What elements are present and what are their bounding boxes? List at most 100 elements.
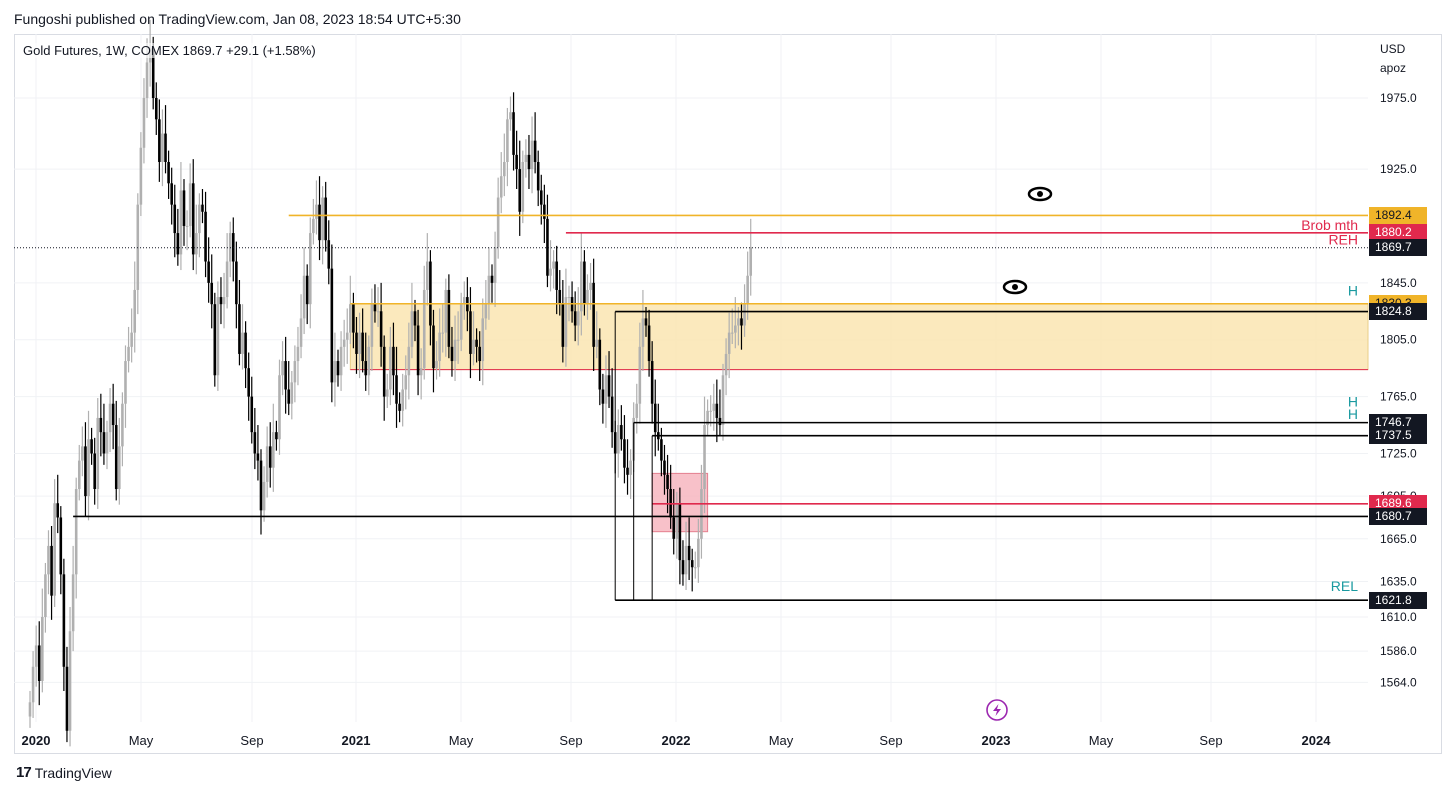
candle-body <box>84 446 87 497</box>
annotation-label: H <box>1348 282 1358 298</box>
candle-body <box>690 560 694 568</box>
candle-body <box>487 275 491 305</box>
tradingview-brand[interactable]: 17 TradingView <box>16 764 112 781</box>
candle-body <box>681 560 685 575</box>
candle-body <box>635 403 639 418</box>
candle-body <box>734 325 737 333</box>
candle-body <box>549 268 552 276</box>
candle-body <box>530 140 534 170</box>
y-tick-label: 1635.0 <box>1380 574 1417 588</box>
candle-body <box>586 289 589 305</box>
candle-body <box>352 304 355 333</box>
candle-body <box>666 474 669 490</box>
candle-body <box>749 247 753 276</box>
levels <box>14 214 1368 602</box>
candle-body <box>490 275 494 283</box>
tradingview-logo-icon: 17 <box>16 764 32 781</box>
eye-icon[interactable] <box>1002 279 1028 295</box>
zones <box>349 303 1369 533</box>
x-axis: 2020 May Sep 2021 May Sep 2022 May Sep 2023 May Sep… <box>22 733 1332 748</box>
candle-body <box>195 233 198 255</box>
candle-body <box>272 432 275 468</box>
candle-body <box>392 346 395 376</box>
candle-body <box>456 339 460 341</box>
annotation-label: Brob mth <box>1301 217 1358 233</box>
candle-body <box>127 346 130 362</box>
candle-body <box>426 261 429 290</box>
lightning-icon[interactable] <box>986 699 1008 721</box>
candle-body <box>262 481 266 511</box>
candle-body <box>281 361 284 376</box>
candle-body <box>259 460 263 511</box>
candle-body <box>737 318 740 326</box>
symbol-legend: Gold Futures, 1W, COMEX 1869.7 +29.1 (+1… <box>23 43 316 58</box>
eye-icon[interactable] <box>1027 186 1053 202</box>
candle-body <box>567 297 571 299</box>
y-axis: 1975.01925.01845.01805.01765.01725.01695… <box>1380 91 1417 689</box>
candle-body <box>219 297 223 305</box>
candle-body <box>53 503 56 596</box>
candle-body <box>139 147 143 205</box>
axis-currency[interactable]: USD apoz <box>1380 40 1406 78</box>
candle-body <box>133 289 137 333</box>
candle-body <box>629 460 632 475</box>
candle-body <box>462 297 466 305</box>
candle-body <box>650 361 654 404</box>
y-tick-label: 1665.0 <box>1380 532 1417 546</box>
candle-body <box>56 503 60 518</box>
candle-body <box>678 503 682 561</box>
x-tick-label: 2024 <box>1302 733 1332 748</box>
candle-body <box>444 289 448 333</box>
candle-body <box>34 645 38 667</box>
candle-body <box>506 119 509 162</box>
candle-body <box>142 98 146 148</box>
x-tick-label: May <box>449 733 474 748</box>
candle-body <box>256 453 260 461</box>
candle-body <box>96 417 100 490</box>
candle-body <box>299 318 303 347</box>
candle-body <box>724 353 728 376</box>
candle-body <box>469 311 472 354</box>
x-tick-label: May <box>1089 733 1114 748</box>
candle-body <box>108 403 112 433</box>
candle-body <box>401 389 404 411</box>
candle-body <box>555 261 558 290</box>
candle-body <box>573 311 577 326</box>
candle-body <box>225 261 229 298</box>
candle-body <box>65 666 69 731</box>
brand-label: TradingView <box>34 764 112 781</box>
chart-frame[interactable] <box>14 34 1442 754</box>
candle-body <box>746 275 749 305</box>
candle-body <box>660 439 663 461</box>
y-tick-label: 1805.0 <box>1380 333 1417 347</box>
candle-body <box>161 133 164 162</box>
candle-body <box>145 62 149 98</box>
candle-body <box>31 666 35 703</box>
candle-body <box>130 332 133 347</box>
candle-body <box>687 545 691 561</box>
price-tag: 1621.8 <box>1369 591 1427 609</box>
candle-body <box>697 538 700 568</box>
candle-body <box>727 332 731 354</box>
candle-body <box>188 183 192 226</box>
candle-body <box>503 161 506 177</box>
candle-body <box>616 425 620 454</box>
candle-body <box>151 48 155 98</box>
candle-body <box>241 332 244 354</box>
candle-body <box>41 617 44 681</box>
candle-body <box>121 403 124 447</box>
candle-body <box>102 432 106 454</box>
candle-body <box>191 183 195 255</box>
candle-body <box>589 282 592 290</box>
price-tag: 1869.7 <box>1369 239 1427 257</box>
x-tick-label: Sep <box>1199 733 1222 748</box>
price-tag: 1892.4 <box>1369 206 1427 224</box>
candle-body <box>693 567 697 569</box>
price-tag: 1880.2 <box>1369 224 1427 242</box>
candle-body <box>235 261 238 305</box>
candle-body <box>715 403 719 418</box>
candle-body <box>413 311 417 326</box>
candle-body <box>275 432 278 440</box>
candle-body <box>598 339 602 390</box>
